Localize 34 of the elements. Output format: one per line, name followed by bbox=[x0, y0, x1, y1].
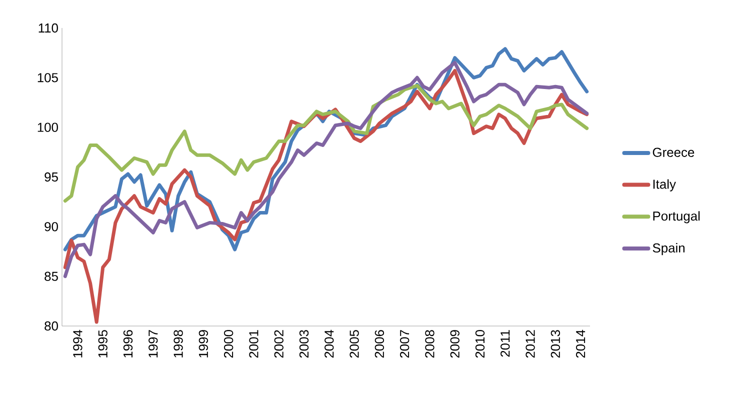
x-tick-label: 2002 bbox=[274, 330, 284, 358]
y-tick-label: 80 bbox=[44, 321, 58, 331]
x-tick-label: 2003 bbox=[299, 330, 309, 358]
x-tick-label: 1999 bbox=[198, 330, 208, 358]
legend-label: Italy bbox=[653, 179, 676, 192]
legend-label: Portugal bbox=[653, 211, 700, 224]
x-tick-label: 2004 bbox=[324, 330, 334, 358]
y-tick-label: 90 bbox=[44, 222, 58, 232]
x-tick-label: 2008 bbox=[425, 330, 434, 358]
x-tick-label: 2006 bbox=[374, 330, 384, 358]
y-tick-label: 100 bbox=[38, 122, 58, 132]
x-tick-label: 2010 bbox=[475, 330, 485, 358]
x-tick-label: 1998 bbox=[174, 330, 183, 358]
y-tick-label: 85 bbox=[44, 272, 58, 281]
x-tick-label: 2014 bbox=[576, 330, 586, 358]
x-tick-label: 2009 bbox=[450, 330, 460, 358]
x-tick-label: 2001 bbox=[249, 330, 258, 358]
y-tick-label: 95 bbox=[44, 172, 58, 182]
y-tick-label: 110 bbox=[38, 23, 58, 33]
x-tick-label: 2012 bbox=[526, 330, 535, 358]
x-tick-label: 2000 bbox=[224, 330, 234, 358]
x-tick-label: 1995 bbox=[98, 330, 108, 358]
x-tick-label: 1994 bbox=[73, 330, 82, 358]
line-series bbox=[63, 84, 589, 203]
x-tick-label: 2007 bbox=[400, 330, 410, 358]
x-tick-label: 2013 bbox=[550, 330, 560, 358]
y-tick-label: 105 bbox=[38, 73, 58, 82]
x-tick-label: 2011 bbox=[500, 330, 510, 357]
x-tick-label: 1997 bbox=[148, 330, 158, 358]
legend-label: Spain bbox=[652, 243, 685, 256]
line-series bbox=[63, 61, 589, 278]
x-tick-label: 2005 bbox=[350, 330, 359, 358]
legend-label: Greece bbox=[652, 148, 694, 157]
x-tick-label: 1996 bbox=[123, 330, 133, 358]
